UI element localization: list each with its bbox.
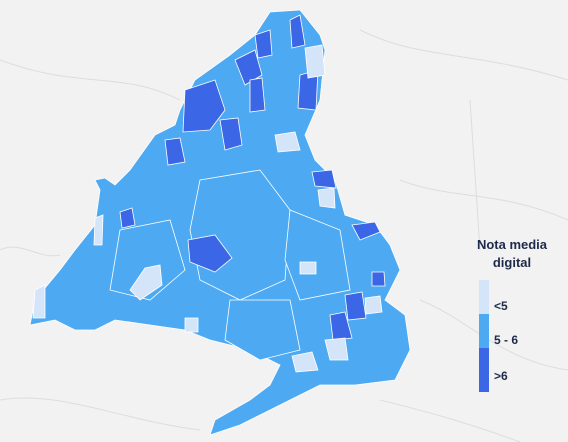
- municipality: [109, 219, 186, 301]
- municipality: [299, 261, 317, 275]
- municipality: [324, 337, 349, 361]
- municipality: [304, 44, 326, 79]
- municipality: [274, 131, 301, 153]
- legend-label: 5 - 6: [494, 333, 518, 347]
- legend-swatch: [479, 348, 489, 392]
- legend: <5 5 - 6 >6: [479, 280, 518, 392]
- municipality: [187, 234, 233, 273]
- municipality: [93, 214, 104, 246]
- legend-label: >6: [494, 369, 508, 383]
- legend-label: <5: [494, 299, 508, 313]
- municipality: [184, 317, 199, 333]
- municipality: [289, 14, 306, 49]
- municipality: [329, 311, 353, 341]
- municipality: [219, 117, 243, 151]
- legend-title: Nota media digital: [476, 237, 548, 270]
- legend-swatch: [479, 314, 489, 348]
- municipality: [164, 137, 186, 166]
- municipality: [284, 209, 351, 301]
- municipality: [234, 49, 263, 86]
- legend-swatch: [479, 280, 489, 314]
- municipality: [129, 264, 163, 301]
- municipality: [351, 221, 381, 241]
- municipality: [311, 169, 337, 189]
- municipality: [371, 271, 386, 287]
- municipality: [291, 351, 319, 373]
- municipality: [249, 77, 266, 113]
- municipality: [224, 299, 301, 361]
- municipality: [32, 284, 46, 319]
- municipality: [364, 295, 383, 315]
- municipality: [344, 291, 367, 321]
- municipality: [119, 207, 136, 229]
- region: [29, 9, 411, 436]
- municipality: [317, 187, 336, 209]
- municipality: [182, 79, 226, 133]
- municipality: [254, 29, 273, 59]
- municipality: [189, 169, 291, 301]
